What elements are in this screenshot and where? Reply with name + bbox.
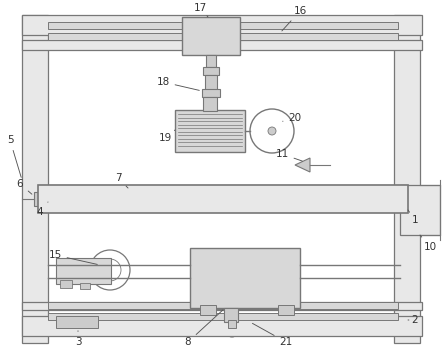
Bar	[38, 185, 408, 213]
Text: 8: 8	[185, 310, 223, 347]
Bar	[175, 110, 245, 152]
Bar	[128, 190, 142, 208]
Bar	[182, 17, 240, 55]
Text: 2: 2	[408, 315, 418, 325]
Text: 19: 19	[159, 130, 175, 143]
Bar	[228, 320, 236, 328]
Bar	[56, 258, 111, 284]
Text: 11: 11	[275, 149, 302, 161]
Polygon shape	[295, 158, 310, 172]
Bar	[278, 305, 294, 315]
Bar	[60, 280, 72, 288]
Bar	[203, 97, 217, 111]
Text: 5: 5	[7, 135, 21, 177]
Bar	[22, 302, 422, 310]
Text: 16: 16	[282, 6, 307, 31]
Bar	[224, 308, 238, 322]
Bar	[48, 22, 398, 29]
Bar	[48, 313, 398, 320]
Text: 6: 6	[17, 179, 32, 194]
Text: 10: 10	[420, 235, 436, 252]
Text: 1: 1	[408, 210, 418, 225]
Bar	[22, 40, 422, 50]
Bar	[134, 185, 139, 191]
Bar	[22, 15, 422, 35]
Bar	[190, 248, 300, 308]
Circle shape	[268, 127, 276, 135]
Bar	[56, 316, 98, 328]
Bar	[200, 305, 216, 315]
Bar	[22, 15, 48, 343]
Text: 15: 15	[48, 250, 97, 264]
Bar	[48, 302, 398, 309]
Text: 3: 3	[75, 331, 81, 347]
Bar	[48, 33, 398, 40]
Bar	[394, 15, 420, 343]
Text: 7: 7	[115, 173, 128, 188]
Bar	[22, 316, 422, 336]
Text: 17: 17	[194, 3, 208, 17]
Text: 20: 20	[283, 113, 301, 123]
Bar	[206, 55, 216, 67]
Bar	[203, 67, 219, 75]
Bar	[400, 185, 440, 235]
Bar	[202, 89, 220, 97]
Text: 18: 18	[156, 77, 199, 90]
Text: 4: 4	[37, 202, 48, 217]
Text: 21: 21	[253, 323, 293, 347]
Bar	[80, 283, 90, 289]
Bar	[205, 75, 217, 91]
Bar	[34, 192, 50, 206]
